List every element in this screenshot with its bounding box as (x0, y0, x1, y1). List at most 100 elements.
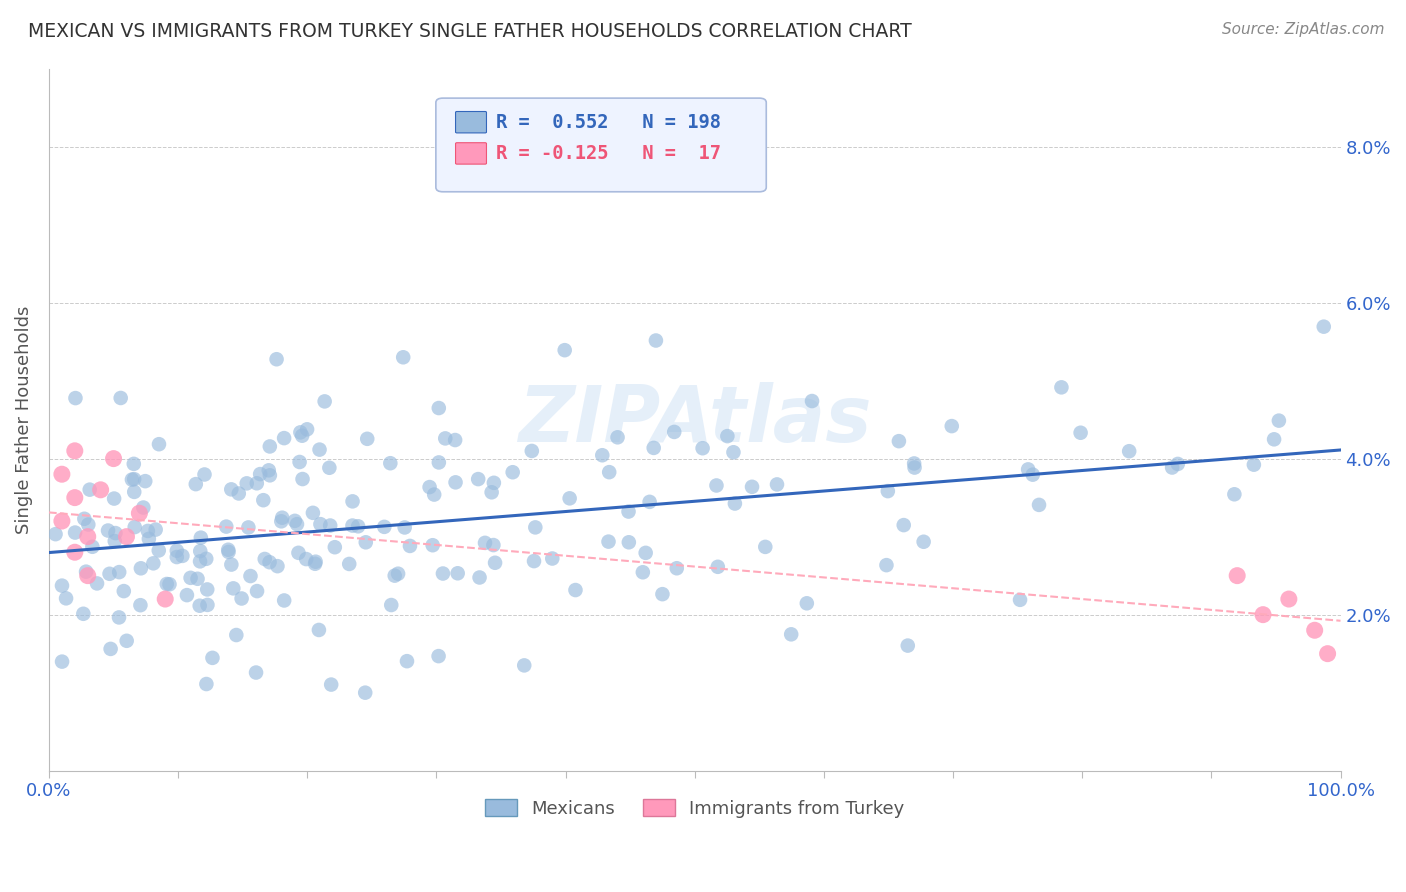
Text: R = -0.125   N =  17: R = -0.125 N = 17 (496, 144, 721, 163)
Point (380, 456, 402, 470)
Text: Source: ZipAtlas.com: Source: ZipAtlas.com (1222, 22, 1385, 37)
Point (73, 512, 96, 526)
Point (399, 539, 422, 553)
Point (524, 520, 547, 534)
Point (215, 519, 238, 533)
Point (290, 425, 312, 440)
Point (1161, 460, 1184, 475)
Point (801, 394, 824, 409)
Point (591, 448, 613, 462)
Point (288, 455, 311, 469)
Point (176, 588, 198, 602)
Point (77, 517, 100, 532)
Point (172, 549, 194, 563)
Point (1226, 568, 1249, 582)
Point (217, 542, 239, 557)
Point (1022, 467, 1045, 482)
Point (266, 352, 288, 367)
Point (231, 591, 253, 606)
Point (76, 568, 98, 582)
Point (218, 545, 240, 559)
Point (651, 587, 673, 601)
Point (295, 422, 318, 436)
Point (103, 451, 125, 466)
Point (259, 440, 281, 454)
Point (184, 477, 207, 491)
Point (481, 485, 503, 500)
Point (432, 566, 454, 581)
Point (643, 441, 665, 455)
Point (427, 649, 450, 664)
Point (664, 425, 686, 439)
Point (76, 530, 98, 544)
Point (392, 351, 415, 365)
Point (380, 598, 402, 612)
Point (716, 429, 738, 443)
Point (108, 565, 131, 579)
Point (564, 582, 586, 597)
Point (598, 465, 620, 479)
Point (98, 566, 121, 581)
Point (273, 431, 295, 445)
Point (482, 538, 505, 552)
Point (337, 557, 360, 571)
Point (51, 467, 73, 482)
Point (166, 543, 188, 558)
Point (284, 514, 307, 528)
Point (148, 543, 170, 558)
Point (309, 517, 332, 532)
Point (287, 546, 309, 560)
Point (128, 506, 150, 520)
Point (271, 510, 294, 524)
Point (321, 677, 343, 691)
Point (195, 582, 218, 597)
Point (195, 551, 218, 566)
Point (1303, 624, 1326, 638)
Point (468, 570, 491, 584)
Point (444, 433, 467, 447)
Point (741, 480, 763, 494)
Point (1263, 433, 1285, 447)
Point (201, 651, 224, 665)
Text: ZIPAtlas: ZIPAtlas (517, 382, 872, 458)
Legend: Mexicans, Immigrants from Turkey: Mexicans, Immigrants from Turkey (478, 792, 912, 825)
Point (259, 555, 281, 569)
Y-axis label: Single Father Households: Single Father Households (15, 305, 32, 533)
Point (308, 442, 330, 457)
Point (246, 476, 269, 491)
Point (444, 475, 467, 490)
Point (122, 484, 145, 499)
Point (1167, 457, 1189, 471)
Point (252, 493, 274, 508)
Point (238, 520, 260, 534)
Point (193, 467, 215, 482)
Point (323, 540, 346, 554)
Point (155, 592, 177, 607)
Point (1313, 319, 1336, 334)
Point (897, 639, 920, 653)
Text: MEXICAN VS IMMIGRANTS FROM TURKEY SINGLE FATHER HOUSEHOLDS CORRELATION CHART: MEXICAN VS IMMIGRANTS FROM TURKEY SINGLE… (28, 22, 912, 41)
Point (221, 558, 243, 572)
Point (291, 428, 314, 442)
Point (156, 577, 179, 591)
Point (145, 523, 167, 537)
Point (780, 627, 803, 641)
Point (606, 430, 628, 444)
Point (259, 468, 281, 483)
Point (63, 545, 86, 559)
Point (115, 633, 138, 648)
Point (395, 654, 418, 668)
Point (112, 584, 135, 599)
Point (246, 584, 269, 599)
Point (195, 677, 218, 691)
Point (638, 495, 661, 509)
Point (912, 534, 935, 549)
Point (115, 530, 138, 544)
Point (270, 514, 292, 528)
Point (63, 525, 86, 540)
Point (766, 477, 789, 491)
Point (314, 394, 336, 409)
Point (723, 445, 745, 459)
Point (308, 623, 330, 637)
Point (645, 334, 668, 348)
